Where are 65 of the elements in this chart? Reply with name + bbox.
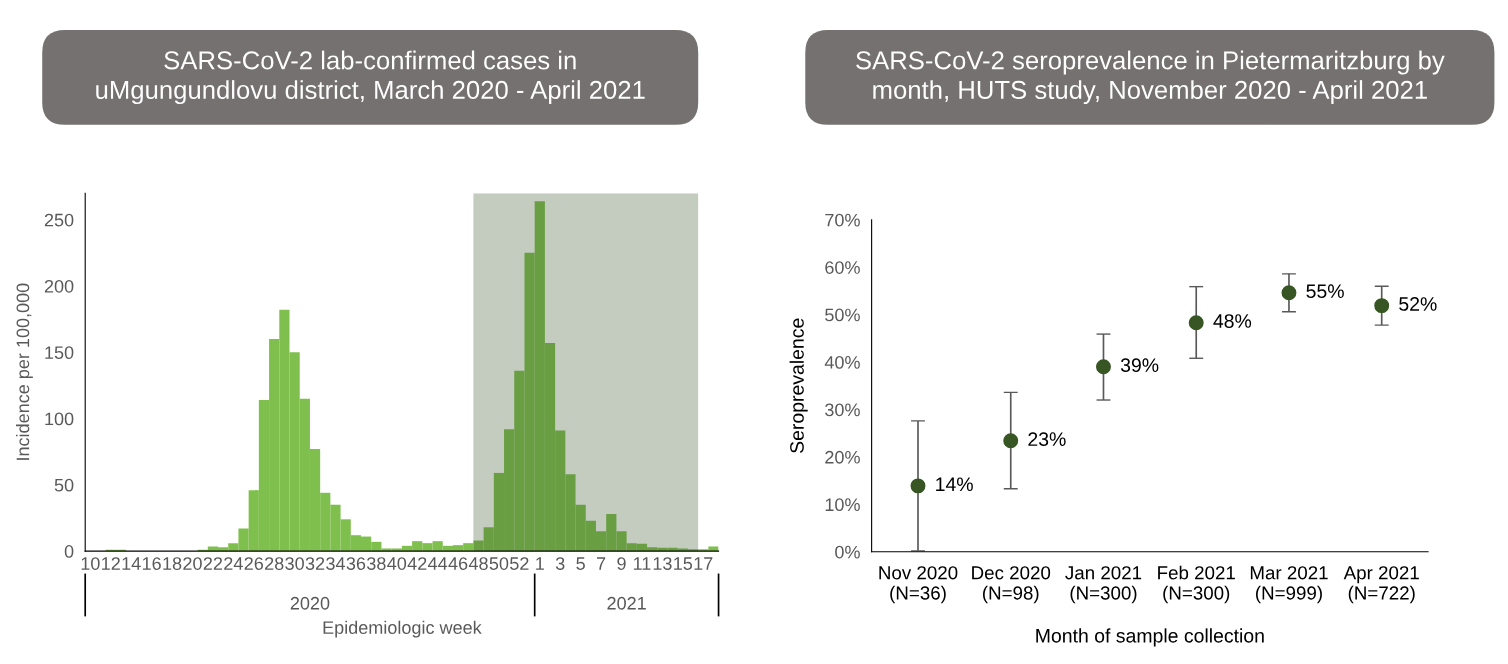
x-tick-label: 11 (633, 557, 651, 570)
text: 2020 (290, 596, 330, 610)
y-tick-label: 0% (835, 545, 860, 559)
x-tick-label: Jan 2021 (N=300) (1065, 566, 1142, 604)
chart-title: SARS-CoV-2 lab-confirmed cases in uMgungundlovu district, March 2020 - April 2021 (96, 50, 645, 105)
chart-title: SARS-CoV-2 seroprevalence in Pietermaritzburg by month, HUTS study, November 2020 - April 2021 (856, 50, 1445, 105)
y-axis-title: Incidence per 100,000 (16, 283, 33, 460)
x-tick-label: 24 (224, 557, 243, 570)
x-tick-label: 3 (555, 557, 565, 570)
data-label: 48% (1213, 314, 1252, 328)
y-tick-label: 10% (825, 498, 860, 512)
x-tick-label: 15 (674, 557, 693, 570)
y-tick-label: 20% (825, 450, 860, 464)
x-tick-label: 48 (468, 557, 488, 570)
x-tick-label: 44 (428, 557, 448, 570)
text: 2021 (607, 596, 646, 610)
x-tick-label: 7 (596, 557, 606, 570)
x-tick-label: 36 (346, 557, 366, 570)
x-tick-label: 17 (694, 557, 713, 570)
x-tick-label: Mar 2021 (N=999) (1250, 566, 1328, 604)
x-tick-label: 30 (285, 557, 304, 570)
x-tick-label: 38 (366, 557, 386, 570)
x-tick-label: 46 (448, 557, 468, 570)
x-tick-label: Nov 2020 (N=36) (879, 566, 958, 604)
y-tick-label: 60% (825, 261, 860, 274)
x-tick-label: 10 (81, 557, 100, 570)
data-label: 23% (1028, 432, 1066, 447)
x-tick-label: 20 (183, 557, 202, 570)
data-label: 14% (936, 477, 973, 491)
y-axis-title: Seroprevalence (789, 318, 808, 453)
x-axis-title: Month of sample collection (1036, 628, 1264, 647)
x-tick-label: 40 (387, 557, 407, 570)
x-tick-label: Apr 2021 (N=722) (1343, 566, 1419, 604)
x-tick-label: 34 (326, 557, 345, 570)
data-label: 55% (1306, 284, 1344, 299)
x-tick-label: 28 (265, 557, 284, 570)
x-tick-label: 13 (653, 557, 672, 570)
x-tick-label: 9 (617, 557, 626, 570)
x-tick-label: Feb 2021 (N=300) (1158, 565, 1235, 604)
x-tick-label: 1 (536, 557, 544, 570)
y-tick-label: 100 (45, 412, 74, 426)
x-tick-label: 16 (142, 557, 161, 570)
y-tick-label: 30% (825, 403, 860, 417)
y-tick-label: 0 (64, 545, 74, 558)
y-tick-label: 150 (45, 346, 74, 360)
y-tick-label: 50 (54, 478, 74, 492)
y-tick-label: 50% (825, 308, 860, 322)
x-tick-label: 12 (102, 557, 120, 570)
x-tick-label: 22 (203, 557, 223, 570)
x-tick-label: 42 (407, 557, 427, 570)
y-tick-label: 200 (44, 279, 74, 293)
x-tick-label: Dec 2020 (N=98) (972, 566, 1051, 604)
x-tick-label: 26 (244, 557, 264, 570)
data-label: 39% (1120, 358, 1159, 373)
x-tick-label: 18 (163, 557, 182, 570)
y-tick-label: 40% (824, 356, 860, 369)
x-tick-label: 14 (122, 557, 141, 570)
data-label: 52% (1399, 297, 1437, 311)
y-tick-label: 250 (44, 213, 74, 227)
x-axis-title: Epidemiologic week (323, 620, 482, 638)
y-tick-label: 70% (825, 213, 860, 227)
x-tick-label: 5 (576, 557, 585, 570)
x-tick-label: 50 (489, 557, 509, 570)
x-tick-label: 32 (305, 557, 325, 570)
x-tick-label: 52 (510, 557, 529, 570)
